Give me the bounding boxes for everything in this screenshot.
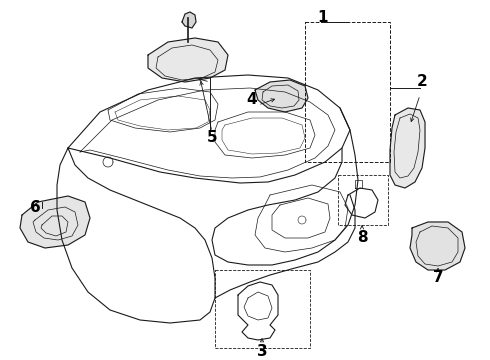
Polygon shape — [182, 12, 196, 28]
Polygon shape — [410, 222, 465, 270]
Text: 5: 5 — [207, 130, 217, 145]
Polygon shape — [255, 80, 308, 112]
Text: 6: 6 — [29, 201, 40, 216]
Text: 7: 7 — [433, 270, 443, 285]
Text: 3: 3 — [257, 345, 268, 360]
Polygon shape — [20, 196, 90, 248]
Text: 8: 8 — [357, 230, 368, 246]
Text: 2: 2 — [416, 75, 427, 90]
Text: 4: 4 — [246, 93, 257, 108]
Polygon shape — [148, 38, 228, 82]
Text: 1: 1 — [318, 10, 328, 26]
Polygon shape — [390, 108, 425, 188]
